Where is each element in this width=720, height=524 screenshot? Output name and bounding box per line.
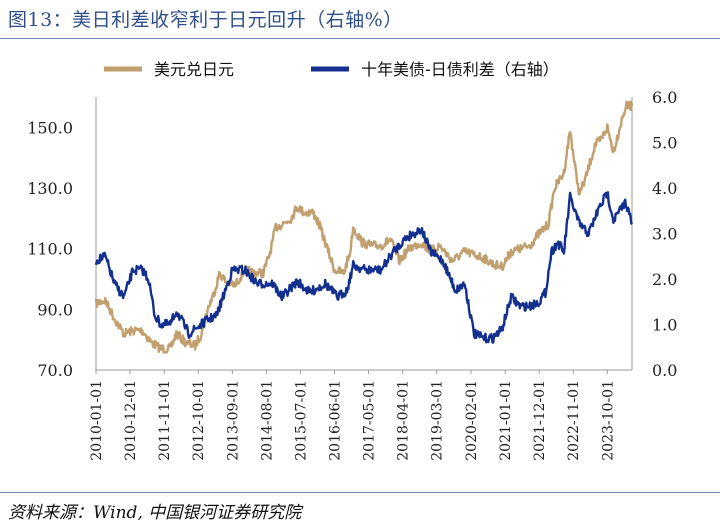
right-tick-label: 4.0 — [652, 179, 677, 198]
series-line-usdjpy — [94, 100, 634, 354]
right-axis-ticks: 0.0 1.0 2.0 3.0 4.0 5.0 6.0 — [652, 88, 677, 380]
source-note: 资料来源：Wind, 中国银河证券研究院 — [8, 503, 302, 523]
chart-title: 图13：美日利差收窄利于日元回升（右轴%） — [8, 9, 403, 31]
right-tick-label: 6.0 — [652, 88, 677, 107]
legend: 美元兑日元 十年美债-日债利差（右轴） — [104, 60, 559, 79]
left-tick-label: 150.0 — [27, 118, 73, 137]
source-divider — [0, 492, 720, 493]
x-tick-label: 2018-04-01 — [396, 380, 412, 461]
x-tick-label: 2010-01-01 — [89, 380, 105, 461]
x-tick-label: 2013-09-01 — [225, 380, 241, 461]
x-tick-label: 2021-01-01 — [498, 380, 514, 461]
x-tick-label: 2020-02-01 — [464, 380, 480, 461]
x-tick-label: 2012-10-01 — [191, 380, 207, 461]
x-tick-label: 2014-08-01 — [259, 380, 275, 461]
x-tick-label: 2017-05-01 — [362, 380, 378, 461]
right-tick-label: 5.0 — [652, 134, 677, 153]
title-divider — [0, 38, 720, 39]
x-tick-label: 2016-06-01 — [328, 380, 344, 461]
left-axis-ticks: 70.0 90.0 110.0 130.0 150.0 — [27, 118, 73, 380]
series-line-spread — [94, 191, 634, 344]
legend-label-usdjpy: 美元兑日元 — [154, 60, 234, 79]
right-tick-label: 3.0 — [652, 225, 677, 244]
x-tick-label: 2011-11-01 — [157, 380, 173, 461]
right-tick-label: 0.0 — [652, 361, 677, 380]
left-tick-label: 110.0 — [27, 240, 73, 259]
right-tick-label: 1.0 — [652, 316, 677, 335]
x-tick-label: 2019-03-01 — [430, 380, 446, 461]
left-tick-label: 130.0 — [27, 179, 73, 198]
x-tick-label: 2021-12-01 — [532, 380, 548, 461]
x-tick-label: 2010-12-01 — [123, 380, 139, 461]
left-tick-label: 70.0 — [37, 361, 73, 380]
x-tick-label: 2015-07-01 — [293, 380, 309, 461]
legend-label-spread: 十年美债-日债利差（右轴） — [361, 60, 559, 79]
series-layer — [94, 100, 634, 354]
line-chart: 美元兑日元 十年美债-日债利差（右轴） 70.0 90.0 110.0 130.0 15… — [27, 60, 677, 461]
x-tick-label: 2022-11-01 — [566, 380, 582, 461]
x-tick-label: 2023-10-01 — [600, 380, 616, 461]
left-tick-label: 90.0 — [37, 300, 73, 319]
plot-axes — [95, 97, 633, 371]
right-tick-label: 2.0 — [652, 270, 677, 289]
x-axis-ticks: 2010-01-01 2010-12-01 2011-11-01 2012-10-01… — [89, 370, 616, 461]
